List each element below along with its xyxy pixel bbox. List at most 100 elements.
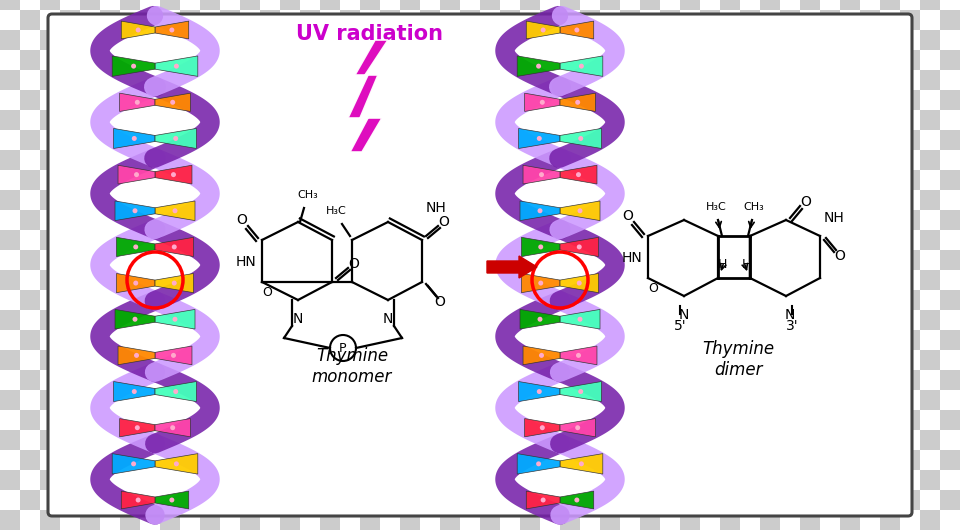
Bar <box>20 490 40 510</box>
Bar <box>320 10 340 30</box>
Bar <box>500 390 520 410</box>
Bar <box>940 350 960 370</box>
Bar <box>460 470 480 490</box>
Polygon shape <box>155 273 194 293</box>
Bar <box>60 510 80 530</box>
Bar <box>440 330 460 350</box>
Bar <box>300 310 320 330</box>
Text: Thymine
dimer: Thymine dimer <box>702 340 774 379</box>
Bar <box>920 190 940 210</box>
Bar <box>560 230 580 250</box>
Bar <box>360 110 380 130</box>
Bar <box>800 270 820 290</box>
Bar <box>480 330 500 350</box>
Bar <box>160 110 180 130</box>
Bar <box>620 50 640 70</box>
Bar <box>320 390 340 410</box>
Bar <box>40 10 60 30</box>
Bar <box>940 270 960 290</box>
Bar <box>160 510 180 530</box>
Bar <box>80 190 100 210</box>
Bar <box>340 250 360 270</box>
Bar <box>540 470 560 490</box>
Bar <box>540 190 560 210</box>
Bar <box>0 130 20 150</box>
Polygon shape <box>560 273 598 293</box>
Bar <box>680 370 700 390</box>
Bar <box>240 470 260 490</box>
Bar <box>180 90 200 110</box>
Text: O: O <box>834 249 846 263</box>
Bar <box>240 0 260 10</box>
Bar <box>220 250 240 270</box>
Bar <box>520 510 540 530</box>
Bar <box>740 330 760 350</box>
Bar <box>600 470 620 490</box>
Bar <box>460 430 480 450</box>
Bar <box>680 190 700 210</box>
Bar <box>880 270 900 290</box>
Bar <box>800 110 820 130</box>
Bar <box>260 370 280 390</box>
Bar <box>540 370 560 390</box>
Bar <box>40 390 60 410</box>
Bar <box>800 150 820 170</box>
Bar <box>500 190 520 210</box>
Bar <box>240 150 260 170</box>
Bar <box>700 510 720 530</box>
Bar <box>680 70 700 90</box>
Bar <box>740 370 760 390</box>
Bar <box>260 250 280 270</box>
Circle shape <box>173 136 179 141</box>
Polygon shape <box>560 419 595 437</box>
Bar <box>200 150 220 170</box>
Bar <box>480 390 500 410</box>
Bar <box>480 10 500 30</box>
Bar <box>60 450 80 470</box>
Bar <box>660 190 680 210</box>
Bar <box>840 370 860 390</box>
Bar <box>180 510 200 530</box>
Circle shape <box>133 280 138 286</box>
Bar <box>0 30 20 50</box>
Bar <box>420 330 440 350</box>
Bar <box>200 0 220 10</box>
Bar <box>0 430 20 450</box>
Bar <box>340 230 360 250</box>
Bar <box>580 90 600 110</box>
Bar <box>420 250 440 270</box>
Bar <box>20 310 40 330</box>
Polygon shape <box>560 310 600 329</box>
Bar <box>700 390 720 410</box>
Bar <box>220 170 240 190</box>
Bar <box>140 410 160 430</box>
Bar <box>20 70 40 90</box>
Bar <box>920 330 940 350</box>
Bar <box>220 350 240 370</box>
Bar <box>320 50 340 70</box>
Bar <box>900 310 920 330</box>
Bar <box>700 210 720 230</box>
Bar <box>680 230 700 250</box>
Bar <box>540 330 560 350</box>
Bar <box>940 510 960 530</box>
Bar <box>940 50 960 70</box>
Bar <box>540 230 560 250</box>
Bar <box>160 50 180 70</box>
Bar <box>860 170 880 190</box>
Text: O: O <box>801 195 811 209</box>
Bar <box>740 310 760 330</box>
Circle shape <box>574 498 579 502</box>
Bar <box>580 150 600 170</box>
Bar <box>240 310 260 330</box>
Bar <box>40 450 60 470</box>
Bar <box>260 510 280 530</box>
Bar <box>820 10 840 30</box>
Circle shape <box>172 244 177 250</box>
Bar <box>580 290 600 310</box>
Bar <box>620 470 640 490</box>
Bar <box>80 270 100 290</box>
Bar <box>580 170 600 190</box>
Bar <box>40 210 60 230</box>
Bar <box>220 310 240 330</box>
